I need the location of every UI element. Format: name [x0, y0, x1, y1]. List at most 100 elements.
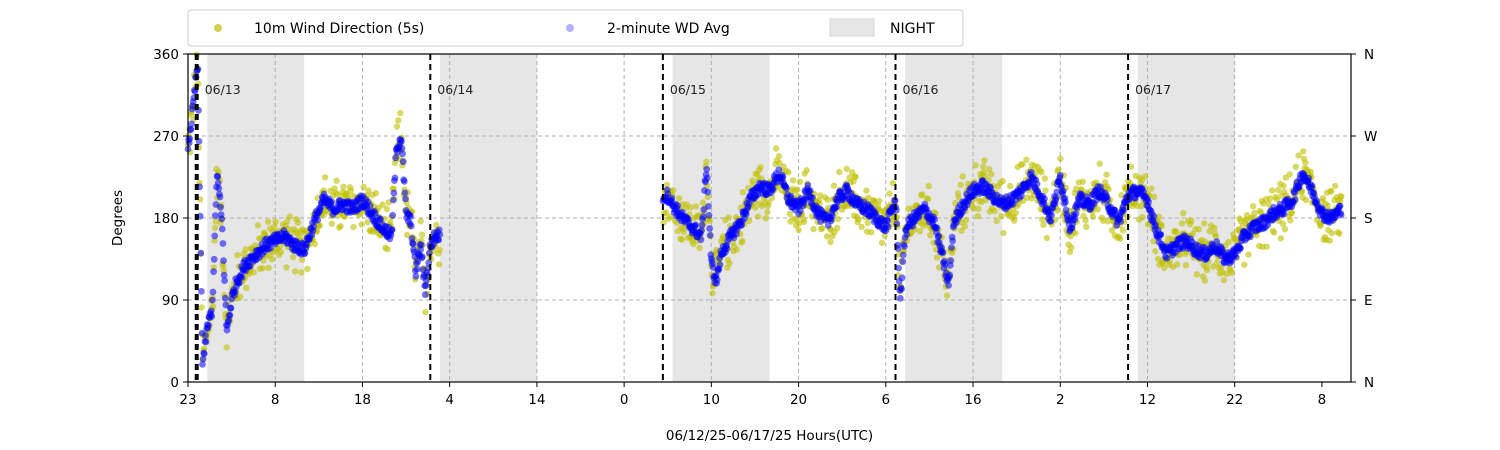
wd-avg-point-331: [377, 215, 384, 223]
x-tick-label-4: 14: [528, 392, 545, 408]
wd-avg-point-142: [267, 244, 274, 252]
y2-tick-label-4: N: [1364, 47, 1374, 63]
axes: 0 N 90 E 180 S 270 W 360 N 23 8 18 4 14 0 10 20 6 16 2 12 22 8: [153, 47, 1377, 408]
wind-5s-point-642: [843, 165, 850, 173]
wd-avg-point-93: [238, 274, 246, 281]
wind-5s-point-1161: [1195, 226, 1203, 233]
wd-avg-point-449: [668, 194, 676, 202]
wind-5s-point-889: [1011, 217, 1018, 224]
wind-5s-point-420: [692, 203, 700, 210]
wind-5s-point-1266: [1266, 195, 1274, 202]
x-tick-label-10: 2: [1056, 392, 1065, 408]
wind-5s-point-835: [974, 213, 981, 220]
wind-5s-point-631: [836, 168, 843, 176]
wd-avg-point-490: [692, 221, 699, 229]
wind-5s-point-1286: [1280, 182, 1287, 190]
wd-avg-point-927: [946, 271, 954, 279]
wd-avg-point-1221: [1117, 218, 1125, 225]
wind-5s-point-146: [283, 218, 291, 225]
wind-5s-point-698: [881, 232, 888, 239]
wind-5s-point-818: [962, 216, 970, 224]
wd-avg-point-687: [806, 187, 814, 195]
wd-avg-point-842: [896, 294, 904, 302]
wd-avg-point-633: [775, 166, 783, 174]
wd-avg-point-1290: [1157, 231, 1165, 238]
wind-5s-point-40: [211, 224, 219, 232]
wind-5s-point-1169: [1201, 220, 1208, 227]
wd-avg-point-370: [399, 158, 407, 166]
wind-5s-point-308: [393, 123, 401, 130]
wd-avg-point-532: [716, 261, 724, 269]
wd-avg-point-431: [435, 236, 442, 244]
wind-5s-point-579: [800, 218, 808, 226]
wind-5s-point-1241: [1249, 203, 1257, 210]
wind-5s-point-659: [855, 216, 862, 223]
wd-avg-point-511: [704, 188, 712, 196]
wind-5s-point-202: [321, 174, 329, 181]
wind-5s-point-811: [958, 227, 965, 234]
wind-5s-point-350: [422, 308, 429, 316]
wd-avg-point-515: [706, 232, 714, 239]
wind-5s-point-366: [433, 221, 440, 229]
wind-5s-point-614: [824, 196, 831, 203]
wd-avg-point-410: [423, 277, 430, 284]
wd-avg-point-839: [895, 264, 902, 272]
wind-5s-point-150: [286, 213, 293, 220]
wind-5s-point-628: [834, 224, 841, 232]
wd-avg-point-51: [214, 173, 222, 181]
wind-5s-point-1061: [1127, 163, 1135, 170]
wind-5s-point-901: [1019, 161, 1026, 168]
wind-5s-point-162: [294, 219, 302, 226]
wind-5s-point-1110: [1161, 264, 1168, 272]
wind-5s-point-39: [211, 237, 218, 244]
wind-5s-point-1150: [1188, 217, 1195, 225]
wind-5s-point-816: [961, 223, 968, 230]
wd-avg-point-1444: [1247, 233, 1254, 241]
wind-5s-point-488: [739, 237, 746, 245]
wind-5s-point-1158: [1193, 271, 1201, 278]
wind-5s-point-1272: [1270, 229, 1278, 236]
wd-avg-point-349: [387, 231, 395, 239]
wd-avg-point-577: [742, 210, 750, 218]
wind-5s-point-1298: [1288, 209, 1296, 216]
wind-5s-point-623: [830, 182, 838, 189]
wd-avg-point-846: [899, 258, 907, 266]
wind-5s-point-1357: [1328, 229, 1336, 237]
wd-avg-point-849: [901, 243, 908, 250]
wd-avg-point-40: [207, 307, 215, 315]
wind-5s-point-1234: [1245, 251, 1252, 258]
wind-5s-point-86: [243, 284, 250, 292]
wd-avg-point-353: [389, 196, 397, 204]
wind-5s-point-1295: [1286, 171, 1293, 178]
wd-avg-point-1198: [1104, 196, 1111, 204]
wd-avg-point-499: [697, 236, 705, 244]
wind-5s-point-266: [365, 187, 372, 194]
wd-avg-point-56: [217, 203, 225, 211]
wind-5s-point-1319: [1302, 196, 1310, 204]
wind-5s-point-1005: [1089, 213, 1097, 221]
wd-avg-point-61: [220, 257, 227, 265]
wd-avg-point-28: [200, 350, 208, 358]
wind-5s-point-750: [916, 228, 924, 235]
wind-5s-point-515: [757, 164, 764, 171]
wind-5s-point-571: [795, 226, 802, 234]
wind-5s-point-1205: [1225, 238, 1232, 246]
wind-5s-point-435: [703, 158, 710, 165]
wd-avg-point-387: [409, 240, 417, 248]
wd-avg-point-821: [884, 223, 892, 231]
wind-5s-point-118: [264, 218, 272, 225]
wind-5s-point-883: [1007, 182, 1014, 190]
wd-avg-point-46: [211, 232, 219, 240]
wind-5s-point-860: [991, 207, 998, 215]
wind-5s-point-370: [435, 261, 443, 268]
wind-5s-point-845: [981, 157, 988, 164]
series-2min-wd-avg: [184, 65, 1345, 368]
wd-avg-point-401: [417, 241, 425, 249]
wd-avg-point-915: [939, 249, 947, 257]
x-tick-label-5: 0: [620, 392, 629, 408]
wd-avg-point-1550: [1308, 182, 1316, 190]
wind-5s-point-957: [1057, 155, 1064, 162]
wind-5s-point-870: [998, 213, 1005, 220]
wind-5s-point-810: [957, 181, 964, 188]
wd-avg-point-31: [202, 338, 210, 346]
